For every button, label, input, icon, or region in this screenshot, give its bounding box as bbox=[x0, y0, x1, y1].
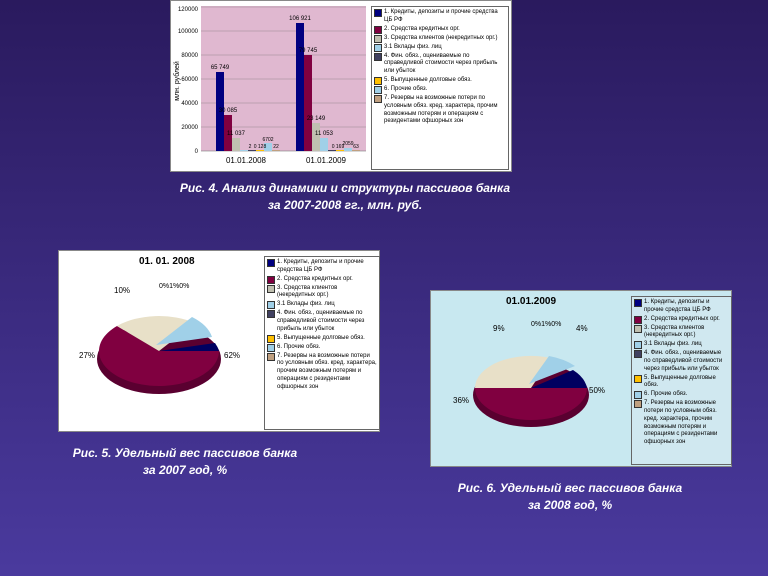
caption4-line2: за 2007-2008 гг., млн. руб. bbox=[268, 198, 422, 212]
caption-4: Рис. 4. Анализ динамики и структуры пасс… bbox=[170, 180, 520, 214]
pie2008-label-62: 62% bbox=[224, 351, 240, 360]
svg-text:22: 22 bbox=[273, 144, 279, 150]
pie2008-label-10: 10% bbox=[114, 286, 130, 295]
pie2009-label-50: 50% bbox=[589, 386, 605, 395]
pie2009-label-36: 36% bbox=[453, 396, 469, 405]
svg-text:млн. рублей: млн. рублей bbox=[173, 61, 181, 101]
svg-text:11 053: 11 053 bbox=[315, 131, 334, 137]
svg-text:0 128: 0 128 bbox=[254, 144, 267, 150]
caption6-line2: за 2008 год, % bbox=[528, 498, 612, 512]
svg-text:100000: 100000 bbox=[178, 29, 199, 35]
svg-text:120000: 120000 bbox=[178, 7, 199, 13]
svg-text:11 037: 11 037 bbox=[227, 131, 246, 137]
svg-text:65 749: 65 749 bbox=[211, 65, 230, 71]
bar-chart-legend: 1. Кредиты, депозиты и прочие средства Ц… bbox=[371, 6, 509, 170]
caption-6: Рис. 6. Удельный вес пассивов банка за 2… bbox=[440, 480, 700, 514]
svg-text:01.01.2008: 01.01.2008 bbox=[226, 156, 267, 165]
pie2009-label-small: 0%1%0% bbox=[531, 321, 561, 328]
svg-text:79 745: 79 745 bbox=[299, 48, 318, 54]
svg-text:2059: 2059 bbox=[342, 141, 353, 147]
svg-text:30 085: 30 085 bbox=[219, 108, 238, 114]
caption5-line2: за 2007 год, % bbox=[143, 463, 227, 477]
bar-chart-container: 65 749 30 085 11 037 2 0 128 6702 22 106… bbox=[170, 0, 512, 172]
svg-text:01.01.2009: 01.01.2009 bbox=[306, 156, 347, 165]
svg-text:2: 2 bbox=[249, 144, 252, 150]
pie-2009-container: 01.01.2009 50% 36% 9% 4% 0%1%0% 1. Креди… bbox=[430, 290, 732, 467]
svg-text:63: 63 bbox=[353, 144, 359, 150]
caption-5: Рис. 5. Удельный вес пассивов банка за 2… bbox=[60, 445, 310, 479]
svg-text:0: 0 bbox=[195, 149, 199, 155]
svg-text:6702: 6702 bbox=[262, 137, 273, 143]
svg-text:40000: 40000 bbox=[181, 101, 198, 107]
pie2008-label-27: 27% bbox=[79, 351, 95, 360]
pie-2008-legend: 1. Кредиты, депозиты и прочие средства Ц… bbox=[264, 256, 380, 430]
svg-text:80000: 80000 bbox=[181, 53, 198, 59]
caption5-line1: Рис. 5. Удельный вес пассивов банка bbox=[73, 446, 297, 460]
pie-2008-container: 01. 01. 2008 62% 27% 10% 0%1%0% 1. Креди… bbox=[58, 250, 380, 432]
svg-text:106 921: 106 921 bbox=[289, 16, 311, 22]
svg-text:60000: 60000 bbox=[181, 77, 198, 83]
pie2009-label-9: 9% bbox=[493, 324, 505, 333]
svg-text:20000: 20000 bbox=[181, 125, 198, 131]
svg-text:23 149: 23 149 bbox=[307, 116, 326, 122]
caption4-line1: Рис. 4. Анализ динамики и структуры пасс… bbox=[180, 181, 510, 195]
pie2008-label-small: 0%1%0% bbox=[159, 283, 189, 290]
caption6-line1: Рис. 6. Удельный вес пассивов банка bbox=[458, 481, 682, 495]
pie-2009-legend: 1. Кредиты, депозиты и прочие средства Ц… bbox=[631, 296, 732, 465]
pie2009-label-4: 4% bbox=[576, 324, 588, 333]
